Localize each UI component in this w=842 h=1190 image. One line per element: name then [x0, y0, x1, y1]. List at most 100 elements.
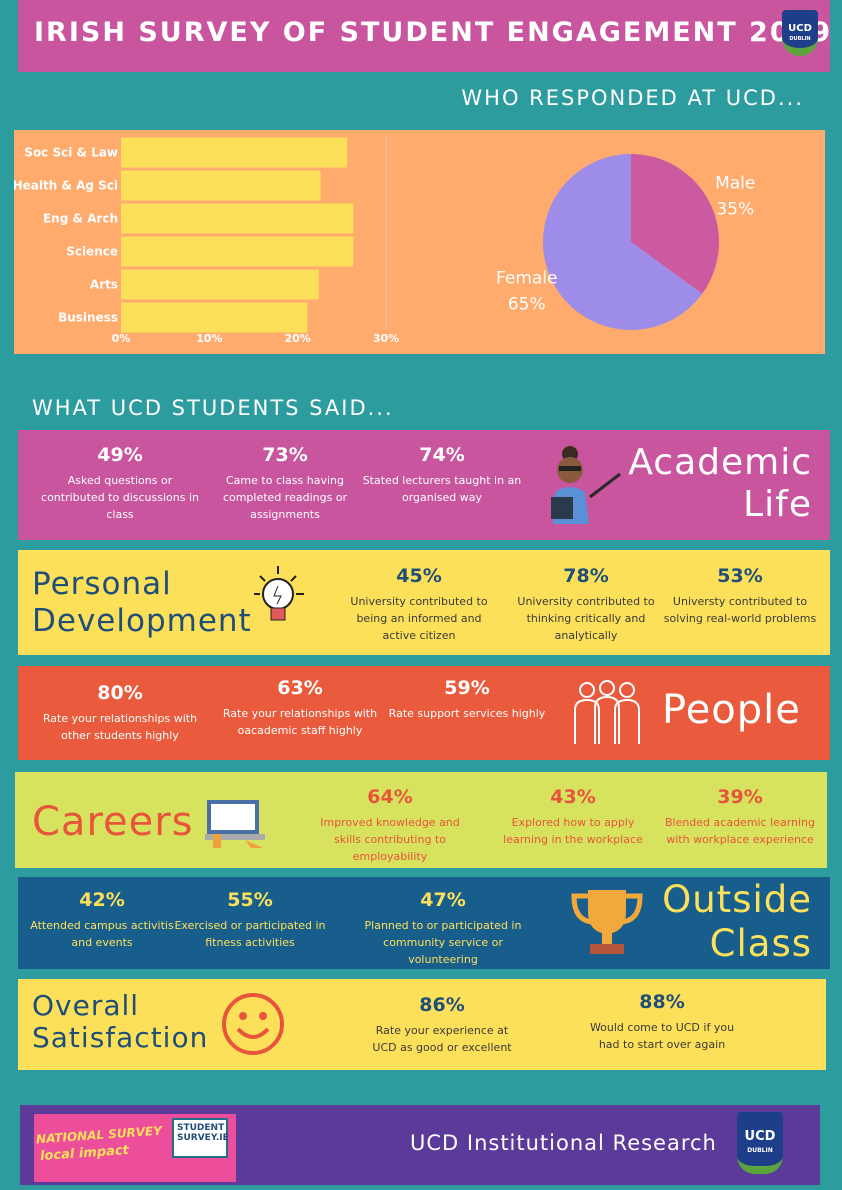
- stat-value: 80%: [97, 682, 143, 704]
- people-icon: [574, 680, 640, 744]
- logo-text: UCD: [744, 1129, 776, 1144]
- stat: 73% Came to class having completed readin…: [205, 444, 365, 523]
- section-heading: WHO RESPONDED AT UCD...: [461, 86, 804, 110]
- logo: UCD DUBLIN: [782, 10, 818, 56]
- section-title: Overall Satisfaction: [32, 990, 208, 1054]
- category-label: Arts: [90, 278, 118, 292]
- stat-text: Rate your relationships with oacademic s…: [222, 707, 378, 737]
- smiley-icon: [222, 993, 284, 1055]
- stat-text: Rate your relationships with other stude…: [42, 712, 198, 742]
- category-label: Science: [66, 245, 118, 259]
- x-tick-label: 10%: [196, 332, 222, 345]
- stat-text: Blended academic learning with workplace…: [664, 816, 816, 846]
- stat: 64% Improved knowledge and skills contrib…: [305, 786, 475, 865]
- logo-sub: DUBLIN: [789, 36, 811, 42]
- section-title: People: [662, 690, 801, 730]
- bar: [121, 236, 354, 267]
- section-people: [18, 666, 830, 760]
- stat-value: 78%: [563, 565, 609, 587]
- pie-value-label: 35%: [716, 199, 754, 219]
- pie-label: Female: [496, 269, 557, 289]
- x-tick-label: 20%: [284, 332, 310, 345]
- section-title: Personal Development: [32, 566, 252, 640]
- trophy-icon: [571, 890, 643, 954]
- stat: 78% University contributed to thinking cr…: [506, 565, 666, 644]
- badge-text: STUDENT: [177, 1123, 225, 1133]
- footer-text: UCD Institutional Research: [410, 1131, 717, 1155]
- title-line: Personal: [32, 566, 172, 602]
- stat-value: 63%: [277, 677, 323, 699]
- stat-text: Exercised or participated in fitness act…: [174, 919, 326, 949]
- stat: 39% Blended academic learning with workpl…: [660, 786, 820, 848]
- bar: [121, 137, 348, 168]
- stat-text: Attended campus activitis and events: [30, 919, 174, 949]
- title-line: Outside: [662, 878, 812, 921]
- stat: 42% Attended campus activitis and events: [22, 889, 182, 951]
- pie-slice: [543, 154, 703, 330]
- stat: 80% Rate your relationships with other st…: [40, 682, 200, 744]
- stat: 63% Rate your relationships with oacademi…: [215, 677, 385, 739]
- header: [18, 0, 830, 72]
- stat-value: 88%: [639, 991, 685, 1013]
- title-line: Overall: [32, 989, 140, 1022]
- x-tick-label: 30%: [373, 332, 399, 345]
- pie-value-label: 65%: [508, 295, 546, 315]
- section-title: Academic Life: [628, 442, 812, 526]
- stat-value: 74%: [419, 444, 465, 466]
- stat-text: University contributed to being an infor…: [350, 595, 488, 642]
- section-academic: [18, 430, 830, 540]
- stat: 47% Planned to or participated in communi…: [348, 889, 538, 968]
- laptop-icon: [205, 800, 265, 848]
- stat-value: 43%: [550, 786, 596, 808]
- stat-text: Universty contributed to solving real-wo…: [663, 595, 817, 625]
- stat-value: 47%: [420, 889, 466, 911]
- section-title: Outside Class: [662, 878, 812, 966]
- stat-text: Would come to UCD if you had to start ov…: [589, 1021, 735, 1051]
- title-line: Satisfaction: [32, 1021, 209, 1054]
- stat-text: Asked questions or contributed to discus…: [41, 474, 199, 521]
- bar: [121, 203, 354, 234]
- stat-text: Rate your experience at UCD as good or e…: [372, 1024, 512, 1054]
- stat: 74% Stated lecturers taught in an organis…: [362, 444, 522, 506]
- stat-value: 39%: [717, 786, 763, 808]
- teacher-icon: [551, 446, 621, 524]
- title-line: People: [662, 687, 801, 733]
- stat-value: 73%: [262, 444, 308, 466]
- title-line: Development: [32, 603, 252, 639]
- category-label: Eng & Arch: [43, 212, 118, 226]
- stat: 49% Asked questions or contributed to dis…: [40, 444, 200, 523]
- respondents-panel: 0% 10% 20% 30% Soc Sci & Law Health & Ag Sci E…: [14, 130, 825, 354]
- stat-text: Explored how to apply learning in the wo…: [503, 816, 643, 846]
- stat: 88% Would come to UCD if you had to start…: [582, 991, 742, 1053]
- logo: UCD DUBLIN: [737, 1112, 783, 1174]
- badge: NATIONAL SURVEY local impact STUDENT SURV…: [34, 1114, 236, 1182]
- x-tick-label: 0%: [112, 332, 131, 345]
- title: IRISH SURVEY OF STUDENT ENGAGEMENT 2019: [34, 17, 833, 48]
- stat-text: Improved knowledge and skills contributi…: [320, 816, 460, 863]
- badge-text: SURVEY.IE: [177, 1133, 229, 1143]
- stat-text: Came to class having completed readings …: [222, 474, 348, 521]
- section-outside: [18, 877, 830, 969]
- stat: 53% Universty contributed to solving real…: [660, 565, 820, 627]
- pie-slice: [631, 154, 719, 294]
- stat-text: Rate support services highly: [388, 707, 546, 720]
- section-overall: [18, 979, 826, 1070]
- badge-text: NATIONAL SURVEY: [35, 1123, 163, 1147]
- section-personal: [18, 550, 830, 655]
- stat: 43% Explored how to apply learning in the…: [493, 786, 653, 848]
- stat-text: Stated lecturers taught in an organised …: [362, 474, 522, 504]
- category-label: Business: [58, 311, 118, 325]
- category-label: Health & Ag Sci: [14, 179, 118, 193]
- stat-value: 86%: [419, 994, 465, 1016]
- logo-text: UCD: [788, 23, 812, 34]
- stat: 55% Exercised or participated in fitness …: [170, 889, 330, 951]
- stat-text: Planned to or participated in community …: [364, 919, 522, 966]
- stat-value: 59%: [444, 677, 490, 699]
- section-title: Careers: [32, 802, 194, 842]
- bulb-icon: [254, 566, 304, 621]
- bar: [121, 302, 308, 333]
- stat: 59% Rate support services highly: [387, 677, 547, 722]
- logo-sub: DUBLIN: [747, 1147, 773, 1154]
